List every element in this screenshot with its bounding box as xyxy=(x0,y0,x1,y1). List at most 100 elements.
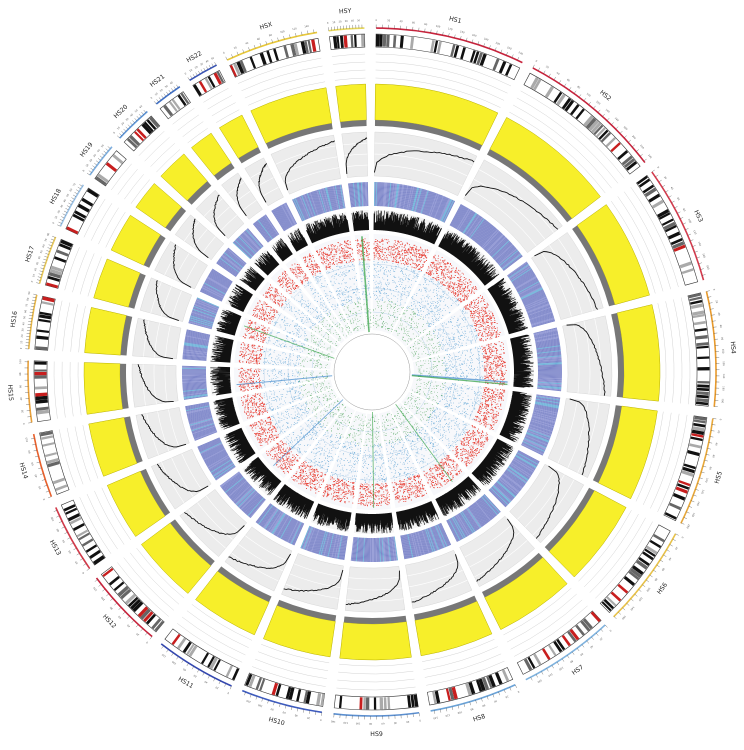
heat-cell-hs20-5 xyxy=(236,238,254,256)
heat-cell-hsy-6 xyxy=(353,182,358,207)
tick-hs13-60 xyxy=(67,537,71,540)
tick-hs22-15 xyxy=(195,72,198,76)
band-hs15-16 xyxy=(34,361,47,365)
heat-cell-hs15-7 xyxy=(183,389,208,393)
heat-cell-hs4-9 xyxy=(535,336,559,342)
heat-cell-hs9-0 xyxy=(393,536,398,561)
band-hs16-5 xyxy=(36,329,50,334)
tick-label-hsy-30: 30 xyxy=(345,20,349,23)
heat-cell-hs7-30 xyxy=(463,510,477,531)
heat-cell-hs22-11 xyxy=(280,204,294,227)
tick-label-hs5-140: 140 xyxy=(696,501,701,507)
tick-label-hs4-120: 120 xyxy=(722,361,725,366)
band-hs7-8 xyxy=(569,628,580,641)
tick-hs18-15 xyxy=(61,216,65,219)
heat-cell-hs6-2 xyxy=(517,451,539,465)
heat-cell-hs13-37 xyxy=(197,437,220,448)
line-grid-hs16-2 xyxy=(143,320,150,357)
tick-hs20-0 xyxy=(117,135,120,139)
heat-cell-hs19-1 xyxy=(216,261,237,277)
guide-ring-hs8-2 xyxy=(423,646,498,670)
guide-ring-hs8-0 xyxy=(426,660,505,686)
tick-hs3-110 xyxy=(685,228,689,230)
tick-hs10-110 xyxy=(255,696,258,700)
tick-label-hs2-40: 40 xyxy=(556,72,561,76)
scatter-grid-hs22-0 xyxy=(340,318,346,322)
heat-cell-hs3-27 xyxy=(519,284,542,297)
heat-cell-hs6-6 xyxy=(515,454,537,468)
band-hs18-0 xyxy=(66,226,79,235)
guide-ring-hs20-0 xyxy=(138,130,165,156)
heat-cell-hs3-39 xyxy=(524,295,547,307)
tick-hs14-40 xyxy=(39,473,44,475)
guide-ring-hs7-2 xyxy=(506,593,577,643)
heat-cell-hs20-3 xyxy=(234,239,253,258)
heat-cell-hs4-40 xyxy=(537,367,562,369)
tick-hs10-50 xyxy=(291,706,293,711)
scatter-grid-hs18-2 xyxy=(273,313,282,327)
tick-hs2-130 xyxy=(597,109,601,113)
heat-cell-hs9-32 xyxy=(364,537,367,562)
heat-cell-hs16-1 xyxy=(182,357,207,361)
scatter-blue-hsx xyxy=(326,261,361,306)
heat-cell-hs5-40 xyxy=(527,428,551,438)
density-bars-hs19 xyxy=(239,266,265,291)
tick-label-hs8-100: 100 xyxy=(457,710,463,714)
heat-cell-hsy-8 xyxy=(355,182,359,207)
band-hs4-1 xyxy=(689,296,702,302)
heat-cell-hs15-18 xyxy=(182,379,207,382)
scatter-red-hs12 xyxy=(266,440,301,474)
tick-label-hs17-60: 60 xyxy=(42,244,46,248)
heat-cell-hs14-21 xyxy=(188,413,212,421)
cumulative-line-hs10 xyxy=(283,569,344,592)
cumulative-line-hs3 xyxy=(534,251,598,310)
guide-ring-hs21-2 xyxy=(182,121,204,137)
tick-hs10-20 xyxy=(309,710,311,714)
band-hs3-1 xyxy=(638,178,651,188)
band-hs6-3 xyxy=(653,533,665,543)
band-hs8-11 xyxy=(468,681,476,695)
tick-hs7-70 xyxy=(571,651,575,655)
band-hs20-4 xyxy=(134,131,145,142)
band-hs20-7 xyxy=(141,123,153,135)
heat-cell-hs11-29 xyxy=(267,510,282,532)
chr-label-hs1: HS1 xyxy=(448,15,462,25)
tick-hs18-70 xyxy=(77,186,81,190)
heat-cell-hs8-22 xyxy=(422,529,431,554)
heat-cell-hs19-15 xyxy=(225,250,245,267)
band-hs7-16 xyxy=(548,644,557,656)
heat-cell-hs3-8 xyxy=(511,268,532,283)
heat-cell-hs10-37 xyxy=(306,527,317,551)
tick-label-hs19-50: 50 xyxy=(101,144,106,149)
tick-hs20-10 xyxy=(121,131,125,134)
heat-cell-hs3-29 xyxy=(520,286,543,299)
heat-cell-hs16-13 xyxy=(183,345,208,350)
line-grid-hs9-2 xyxy=(346,598,404,602)
gc-base-hs12 xyxy=(170,519,215,566)
tick-hs17-80 xyxy=(52,235,56,238)
band-hs15-7 xyxy=(35,392,48,397)
heat-cell-hs13-16 xyxy=(206,454,229,467)
heat-cell-hs11-19 xyxy=(276,515,290,537)
heat-cell-hs4-43 xyxy=(537,370,562,372)
heat-cell-hs1-60 xyxy=(425,192,435,216)
heat-cell-hsy-9 xyxy=(356,182,360,207)
tick-hs19-30 xyxy=(97,158,101,161)
heat-cell-hs4-42 xyxy=(537,369,562,371)
heat-cell-hs22-1 xyxy=(272,209,286,231)
heat-cell-hs4-19 xyxy=(536,346,561,351)
heat-cell-hs4-15 xyxy=(535,342,560,347)
gc-base-hs18 xyxy=(143,234,166,268)
band-hs17-10 xyxy=(56,249,69,257)
band-hs11-6 xyxy=(213,659,221,671)
heat-cell-hs12-8 xyxy=(243,494,261,513)
scatter-bg-hs8 xyxy=(379,410,430,508)
line-grid-hs9-1 xyxy=(347,587,402,591)
tick-label-hs14-40: 40 xyxy=(34,474,38,478)
heat-cell-hs5-58 xyxy=(521,443,544,455)
heat-cell-hs2-74 xyxy=(499,250,519,267)
heat-cell-hs7-37 xyxy=(457,513,472,535)
heat-cell-hs17-16 xyxy=(193,306,217,316)
scale-arc-hs15 xyxy=(27,360,33,423)
scatter-red-hs21 xyxy=(289,263,309,285)
